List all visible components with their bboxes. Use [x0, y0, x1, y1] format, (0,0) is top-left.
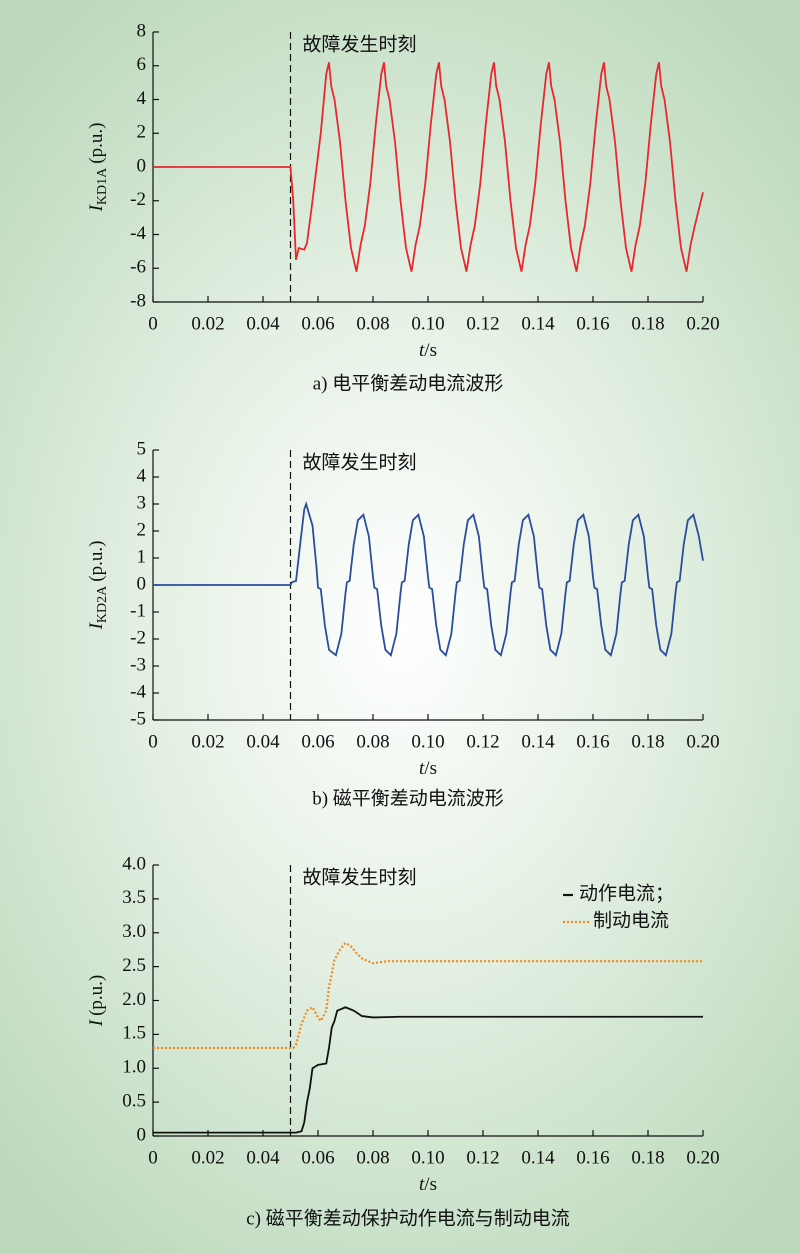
- y-tick-label: -6: [130, 257, 146, 278]
- y-tick-label: 1.0: [122, 1057, 146, 1078]
- y-label-subscript: KD2A: [95, 585, 110, 623]
- x-tick-label: 0.14: [521, 1147, 555, 1168]
- y-label-symbol: I: [86, 203, 107, 212]
- series-line: [153, 501, 704, 657]
- x-tick-label: 0.20: [686, 313, 719, 334]
- x-tick-label: 0.12: [466, 731, 499, 752]
- annotation: 故障发生时刻: [303, 866, 417, 888]
- x-tick-label: 0.20: [686, 1147, 719, 1168]
- y-axis-label: IKD2A (p.u.): [86, 541, 110, 631]
- x-tick-label: 0.10: [411, 731, 444, 752]
- x-tick-label: 0.16: [576, 1147, 609, 1168]
- x-tick-label: 0.16: [576, 731, 609, 752]
- annotation: 故障发生时刻: [303, 33, 417, 55]
- x-tick-label: 0.10: [411, 313, 444, 334]
- x-tick-label: 0.14: [521, 731, 555, 752]
- y-tick-label: 3: [137, 492, 147, 513]
- y-label-unit: (p.u.): [86, 123, 107, 164]
- x-tick-label: 0: [148, 313, 158, 334]
- y-tick-label: 3.0: [122, 921, 146, 942]
- caption: c) 磁平衡差动保护动作电流与制动电流: [246, 1207, 570, 1229]
- series-line: [153, 1006, 703, 1134]
- x-tick-label: 0: [148, 731, 158, 752]
- x-tick-label: 0.06: [301, 1147, 334, 1168]
- y-label-symbol: I: [86, 1018, 107, 1027]
- series-line: [153, 62, 704, 272]
- y-tick-label: -4: [130, 223, 146, 244]
- y-tick-label: 0: [137, 155, 147, 176]
- y-axis-label: IKD1A (p.u.): [86, 123, 110, 213]
- x-tick-label: 0.06: [301, 731, 334, 752]
- x-tick-label: 0.10: [411, 1147, 444, 1168]
- x-tick-label: 0.08: [356, 731, 389, 752]
- x-label-unit: /s: [424, 1174, 437, 1195]
- y-tick-label: 5: [137, 438, 147, 459]
- y-tick-label: 1: [137, 546, 147, 567]
- annotation: 故障发生时刻: [303, 451, 417, 473]
- y-tick-label: -4: [130, 681, 146, 702]
- x-label-unit: /s: [424, 758, 437, 779]
- y-tick-label: -3: [130, 654, 146, 675]
- x-axis-label: t/s: [419, 758, 437, 779]
- x-tick-label: 0.08: [356, 313, 389, 334]
- y-tick-label: 6: [137, 54, 147, 75]
- y-tick-label: 8: [137, 20, 147, 41]
- y-tick-label: -2: [130, 189, 146, 210]
- legend-label: 制动电流: [593, 909, 669, 931]
- y-tick-label: 3.5: [122, 887, 146, 908]
- caption: b) 磁平衡差动电流波形: [312, 787, 504, 809]
- y-tick-label: 0: [137, 1124, 147, 1145]
- y-tick-label: 2.0: [122, 989, 146, 1010]
- y-tick-label: -8: [130, 290, 146, 311]
- y-tick-label: 0.5: [122, 1090, 146, 1111]
- y-tick-label: 2: [137, 519, 147, 540]
- x-tick-label: 0.02: [191, 1147, 224, 1168]
- x-axis-label: t/s: [419, 1174, 437, 1195]
- x-axis-label: t/s: [419, 340, 437, 361]
- x-tick-label: 0.12: [466, 1147, 499, 1168]
- y-tick-label: 4: [137, 88, 147, 109]
- x-tick-label: 0.16: [576, 313, 609, 334]
- x-tick-label: 0.04: [246, 731, 280, 752]
- y-axis-label: I (p.u.): [86, 975, 107, 1027]
- x-tick-label: 0.04: [246, 313, 280, 334]
- x-tick-label: 0.18: [631, 1147, 664, 1168]
- y-tick-label: 2.5: [122, 955, 146, 976]
- x-label-symbol: t: [419, 1174, 425, 1195]
- x-tick-label: 0: [148, 1147, 158, 1168]
- x-label-symbol: t: [419, 758, 425, 779]
- x-tick-label: 0.06: [301, 313, 334, 334]
- caption: a) 电平衡差动电流波形: [313, 372, 504, 394]
- x-tick-label: 0.08: [356, 1147, 389, 1168]
- x-tick-label: 0.02: [191, 731, 224, 752]
- x-tick-label: 0.20: [686, 731, 719, 752]
- x-label-unit: /s: [424, 340, 437, 361]
- x-tick-label: 0.12: [466, 313, 499, 334]
- y-tick-label: 4.0: [122, 853, 146, 874]
- y-label-unit: (p.u.): [86, 541, 107, 582]
- y-label-subscript: KD1A: [95, 167, 110, 205]
- series-line: [153, 941, 703, 1050]
- x-label-symbol: t: [419, 340, 425, 361]
- y-label-unit: (p.u.): [86, 975, 107, 1016]
- y-tick-label: 2: [137, 122, 147, 143]
- y-label-symbol: I: [86, 621, 107, 630]
- y-tick-label: 0: [137, 573, 147, 594]
- y-tick-label: 4: [137, 465, 147, 486]
- x-tick-label: 0.04: [246, 1147, 280, 1168]
- y-tick-label: -5: [130, 708, 146, 729]
- x-tick-label: 0.14: [521, 313, 555, 334]
- y-tick-label: 1.5: [122, 1023, 146, 1044]
- legend-label: 动作电流；: [579, 882, 674, 904]
- y-tick-label: -1: [130, 600, 146, 621]
- y-tick-label: -2: [130, 627, 146, 648]
- x-tick-label: 0.18: [631, 313, 664, 334]
- x-tick-label: 0.02: [191, 313, 224, 334]
- x-tick-label: 0.18: [631, 731, 664, 752]
